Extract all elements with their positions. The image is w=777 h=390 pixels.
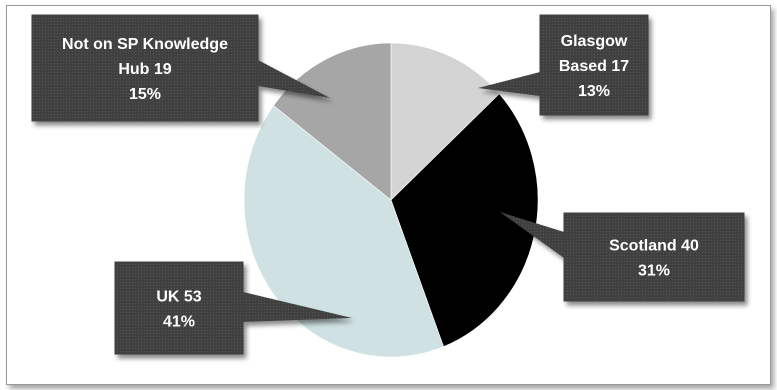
data-label-uk-line-1: UK 53 [156, 289, 201, 306]
callout-box-glasgow-based [539, 14, 649, 116]
callout-glasgow-based: Glasgow Based 17 13% [478, 14, 649, 116]
callout-pointer-scotland [500, 212, 564, 258]
callout-not-on-sp-knowledge-hub: Not on SP Knowledge Hub 19 15% [31, 14, 330, 122]
callout-box-not-on-sp-knowledge-hub [31, 14, 259, 122]
pie-slice-uk [243, 105, 444, 358]
data-label-glasgow-based-line-3: 13% [578, 83, 610, 100]
data-label-scotland-line-2: 31% [638, 263, 670, 280]
callout-pointer-glasgow-based [478, 72, 540, 96]
data-label-scotland-line-1: Scotland 40 [609, 238, 699, 255]
callout-uk: UK 53 41% [114, 261, 352, 355]
data-label-glasgow-based-line-1: Glasgow [561, 33, 628, 50]
data-label-uk-line-2: 41% [163, 314, 195, 331]
callout-pointer-not-on-sp-knowledge-hub [258, 60, 330, 98]
data-label-not-on-sp-knowledge-hub-line-1: Not on SP Knowledge [62, 36, 228, 53]
callout-box-scotland [563, 212, 745, 302]
data-label-not-on-sp-knowledge-hub-line-3: 15% [129, 86, 161, 103]
callout-box-uk [114, 261, 244, 355]
pie-slice-not-on-sp-knowledge-hub [273, 42, 392, 201]
data-label-not-on-sp-knowledge-hub-line-2: Hub 19 [118, 61, 171, 78]
data-label-glasgow-based-line-2: Based 17 [559, 58, 629, 75]
callout-pointer-uk [243, 292, 352, 322]
callout-scotland: Scotland 40 31% [500, 212, 745, 302]
